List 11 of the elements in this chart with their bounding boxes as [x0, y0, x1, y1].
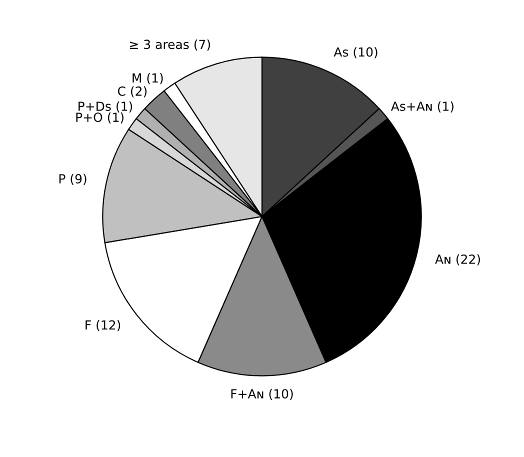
slice-label: F+Aɴ (10) — [231, 388, 293, 400]
slice-label: Aꜱ+Aɴ (1) — [390, 101, 454, 112]
slice-label: C (2) — [118, 86, 147, 98]
slice-label: M (1) — [132, 73, 163, 84]
slice-label: Aɴ (22) — [435, 254, 480, 266]
slice-label: Aꜱ (10) — [334, 47, 378, 58]
slice-label: F (12) — [86, 320, 120, 332]
slice-label: P+Dꜱ (1) — [78, 101, 132, 112]
slice-label: P (9) — [59, 174, 86, 185]
slice-label: P+O (1) — [76, 112, 124, 124]
slice-label: ≥ 3 areas (7) — [130, 39, 210, 51]
